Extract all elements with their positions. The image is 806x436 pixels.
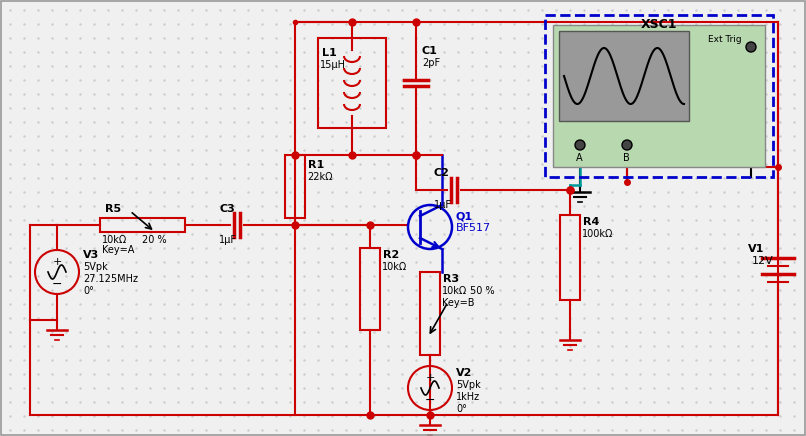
Text: V3: V3 [83, 250, 99, 260]
Bar [360, 248, 380, 330]
Text: 10kΩ: 10kΩ [382, 262, 407, 272]
Text: R1: R1 [308, 160, 324, 170]
Circle shape [746, 42, 756, 52]
Text: 10kΩ: 10kΩ [442, 286, 467, 296]
Text: Q1: Q1 [456, 211, 473, 221]
Text: BF517: BF517 [456, 223, 491, 233]
Text: 2pF: 2pF [422, 58, 440, 68]
Text: 15μH: 15μH [320, 60, 346, 70]
Text: R2: R2 [383, 250, 399, 260]
Text: Key=B: Key=B [442, 298, 475, 308]
Bar [545, 15, 773, 177]
Text: B: B [623, 153, 629, 163]
Text: C3: C3 [219, 204, 235, 214]
Text: 5Vpk: 5Vpk [83, 262, 108, 272]
Text: A: A [576, 153, 583, 163]
Text: 1μF: 1μF [434, 200, 452, 210]
Text: R5: R5 [105, 204, 121, 214]
Bar [553, 25, 765, 167]
Bar [420, 272, 440, 355]
Text: 100kΩ: 100kΩ [582, 229, 613, 239]
Text: 10kΩ: 10kΩ [102, 235, 127, 245]
Text: +: + [52, 257, 62, 267]
Text: +: + [426, 373, 434, 383]
Text: 27.125MHz: 27.125MHz [83, 274, 138, 284]
Text: 1μF: 1μF [219, 235, 237, 245]
Text: Ext Trig: Ext Trig [708, 35, 742, 44]
Text: C2: C2 [434, 168, 450, 178]
Text: Key=A: Key=A [102, 245, 135, 255]
Bar [285, 155, 305, 218]
Text: 50 %: 50 % [470, 286, 495, 296]
Bar [100, 218, 185, 232]
Text: R4: R4 [583, 217, 600, 227]
Text: 12V: 12V [752, 256, 774, 266]
Text: 0°: 0° [83, 286, 93, 296]
Circle shape [622, 140, 632, 150]
Text: 0°: 0° [456, 404, 467, 414]
Text: C1: C1 [422, 46, 438, 56]
Text: V1: V1 [748, 244, 764, 254]
Text: XSC1: XSC1 [641, 18, 677, 31]
Text: L1: L1 [322, 48, 337, 58]
Text: 22kΩ: 22kΩ [307, 172, 333, 182]
Text: −: − [425, 394, 435, 406]
Text: −: − [52, 277, 62, 290]
Text: 5Vpk: 5Vpk [456, 380, 480, 390]
Bar [318, 38, 386, 128]
Text: R3: R3 [443, 274, 459, 284]
Bar [560, 215, 580, 300]
Text: 1kHz: 1kHz [456, 392, 480, 402]
Circle shape [575, 140, 585, 150]
Text: V2: V2 [456, 368, 472, 378]
Text: 20 %: 20 % [142, 235, 167, 245]
Bar [559, 31, 689, 121]
